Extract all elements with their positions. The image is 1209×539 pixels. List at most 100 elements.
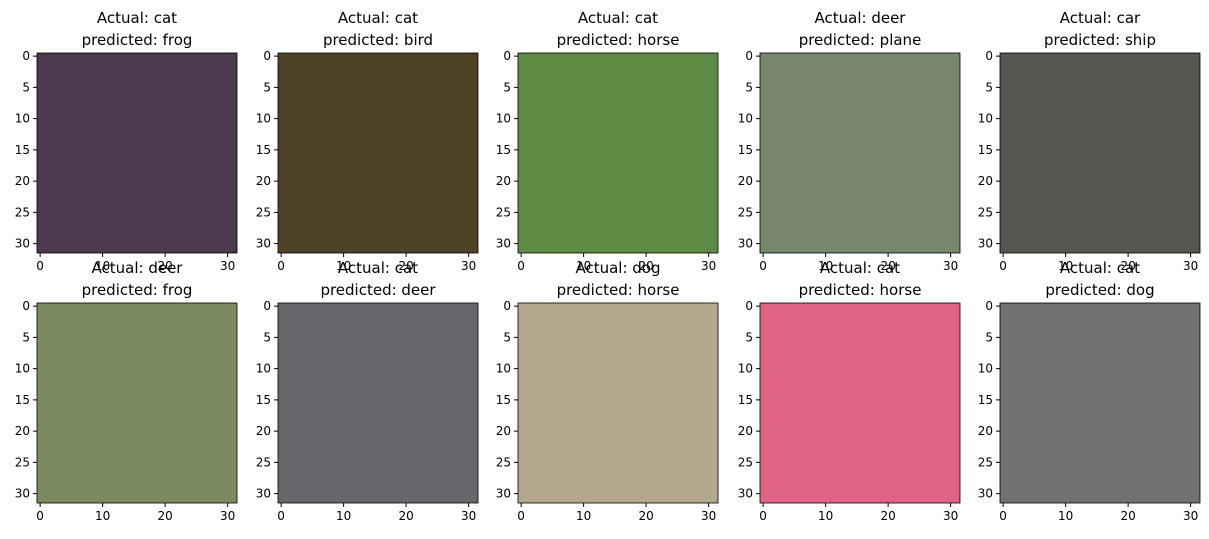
x-tick-label: 0 [999, 259, 1007, 273]
image [1000, 53, 1200, 253]
y-tick-label: 15 [978, 393, 993, 407]
y-tick-label: 25 [978, 205, 993, 219]
y-tick-label: 30 [978, 487, 993, 501]
y-tick-label: 5 [503, 330, 511, 344]
subplot-title: Actual: car [1060, 9, 1141, 27]
y-tick-label: 20 [738, 424, 753, 438]
axes-frame [36, 52, 238, 254]
y-tick-label: 25 [738, 205, 753, 219]
image [278, 53, 478, 253]
subplot-title: Actual: dog [575, 259, 660, 277]
y-tick-label: 10 [15, 362, 30, 376]
axes-frame [36, 302, 238, 504]
x-tick-label: 10 [818, 259, 833, 273]
y-tick-label: 10 [738, 112, 753, 126]
x-tick-label: 10 [95, 259, 110, 273]
subplot-title: Actual: cat [97, 9, 177, 27]
subplot-subtitle: predicted: horse [557, 31, 680, 49]
image [1000, 303, 1200, 503]
y-tick-label: 15 [738, 393, 753, 407]
x-tick-label: 10 [336, 509, 351, 523]
x-tick-label: 30 [943, 509, 958, 523]
y-tick-label: 20 [15, 174, 30, 188]
y-tick-label: 15 [496, 143, 511, 157]
subplot-subtitle: predicted: horse [799, 281, 922, 299]
y-tick-label: 25 [738, 455, 753, 469]
x-tick-label: 10 [576, 509, 591, 523]
y-tick-label: 30 [738, 487, 753, 501]
y-tick-label: 0 [985, 299, 993, 313]
y-tick-label: 0 [503, 299, 511, 313]
x-tick-label: 10 [95, 509, 110, 523]
y-tick-label: 20 [738, 174, 753, 188]
y-tick-label: 25 [496, 455, 511, 469]
y-tick-label: 25 [256, 205, 271, 219]
y-tick-label: 5 [745, 330, 753, 344]
y-tick-label: 30 [738, 237, 753, 251]
x-tick-label: 0 [759, 259, 767, 273]
x-tick-label: 10 [576, 259, 591, 273]
subplot-title: Actual: cat [820, 259, 900, 277]
x-tick-label: 30 [701, 259, 716, 273]
y-tick-label: 15 [496, 393, 511, 407]
y-tick-label: 20 [496, 424, 511, 438]
x-tick-label: 30 [1183, 509, 1198, 523]
subplot-subtitle: predicted: deer [320, 281, 436, 299]
x-tick-label: 0 [36, 509, 44, 523]
y-tick-label: 15 [738, 143, 753, 157]
x-tick-label: 20 [1120, 509, 1135, 523]
y-tick-label: 25 [496, 205, 511, 219]
x-tick-label: 20 [1120, 259, 1135, 273]
y-tick-label: 0 [503, 49, 511, 63]
y-tick-label: 5 [22, 80, 30, 94]
y-tick-label: 10 [496, 362, 511, 376]
y-tick-label: 5 [22, 330, 30, 344]
y-tick-label: 15 [978, 143, 993, 157]
y-tick-label: 20 [978, 174, 993, 188]
axes-frame [517, 302, 719, 504]
y-tick-label: 25 [256, 455, 271, 469]
image [518, 303, 718, 503]
y-tick-label: 30 [256, 237, 271, 251]
axes-frame [277, 52, 479, 254]
y-tick-label: 10 [978, 112, 993, 126]
y-tick-label: 20 [256, 424, 271, 438]
x-tick-label: 10 [1058, 259, 1073, 273]
axes-frame [999, 302, 1201, 504]
y-tick-label: 10 [496, 112, 511, 126]
image [760, 303, 960, 503]
subplot-subtitle: predicted: bird [323, 31, 433, 49]
y-tick-label: 10 [978, 362, 993, 376]
x-tick-label: 30 [1183, 259, 1198, 273]
x-tick-label: 20 [398, 259, 413, 273]
y-tick-label: 20 [978, 424, 993, 438]
y-tick-label: 0 [745, 299, 753, 313]
subplot-subtitle: predicted: horse [557, 281, 680, 299]
subplot-title: Actual: deer [815, 9, 907, 27]
x-tick-label: 30 [220, 259, 235, 273]
y-tick-label: 15 [256, 393, 271, 407]
subplot-subtitle: predicted: plane [799, 31, 922, 49]
image [37, 303, 237, 503]
y-tick-label: 30 [978, 237, 993, 251]
axes-frame [999, 52, 1201, 254]
x-tick-label: 20 [157, 259, 172, 273]
y-tick-label: 30 [15, 237, 30, 251]
subplot-subtitle: predicted: frog [82, 281, 193, 299]
x-tick-label: 10 [1058, 509, 1073, 523]
x-tick-label: 20 [638, 509, 653, 523]
y-tick-label: 10 [15, 112, 30, 126]
y-tick-label: 5 [263, 330, 271, 344]
y-tick-label: 5 [745, 80, 753, 94]
image [760, 53, 960, 253]
axes-frame [517, 52, 719, 254]
y-tick-label: 30 [496, 237, 511, 251]
x-tick-label: 10 [336, 259, 351, 273]
y-tick-label: 30 [15, 487, 30, 501]
y-tick-label: 30 [496, 487, 511, 501]
axes-frame [277, 302, 479, 504]
y-tick-label: 5 [985, 330, 993, 344]
y-tick-label: 10 [256, 112, 271, 126]
y-tick-label: 25 [15, 455, 30, 469]
